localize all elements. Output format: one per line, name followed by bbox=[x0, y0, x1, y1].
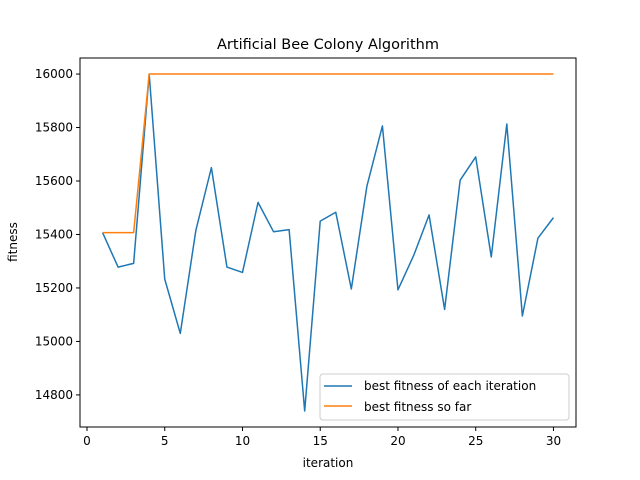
x-tick-label: 20 bbox=[390, 434, 405, 448]
x-tick-label: 25 bbox=[468, 434, 483, 448]
y-tick-label: 15000 bbox=[35, 334, 73, 348]
series-line-best-each-iteration bbox=[101, 73, 555, 412]
legend-label-best-each-iteration: best fitness of each iteration bbox=[364, 379, 536, 393]
chart-title: Artificial Bee Colony Algorithm bbox=[217, 37, 439, 53]
y-tick-label: 16000 bbox=[35, 67, 73, 81]
x-tick-label: 30 bbox=[546, 434, 561, 448]
y-axis-label: fitness bbox=[6, 222, 20, 262]
series-line-best-so-far bbox=[102, 73, 554, 234]
legend: best fitness of each iteration best fitn… bbox=[319, 373, 570, 421]
plot-area-frame bbox=[79, 57, 577, 428]
x-tick-label: 5 bbox=[161, 434, 169, 448]
x-tick-label: 0 bbox=[83, 434, 91, 448]
y-tick-label: 14800 bbox=[35, 388, 73, 402]
y-tick-label: 15800 bbox=[35, 121, 73, 135]
x-axis-label: iteration bbox=[303, 456, 354, 470]
x-tick-label: 10 bbox=[235, 434, 250, 448]
y-tick-label: 15400 bbox=[35, 227, 73, 241]
legend-label-best-so-far: best fitness so far bbox=[364, 400, 471, 414]
y-tick-label: 15200 bbox=[35, 281, 73, 295]
legend-box bbox=[319, 373, 570, 421]
x-axis-ticks: 0 5 10 15 20 25 30 bbox=[83, 427, 561, 448]
y-tick-label: 15600 bbox=[35, 174, 73, 188]
y-axis-ticks: 14800 15000 15200 15400 15600 15800 16000 bbox=[35, 67, 80, 402]
x-tick-label: 15 bbox=[313, 434, 328, 448]
series-lines bbox=[101, 73, 555, 412]
